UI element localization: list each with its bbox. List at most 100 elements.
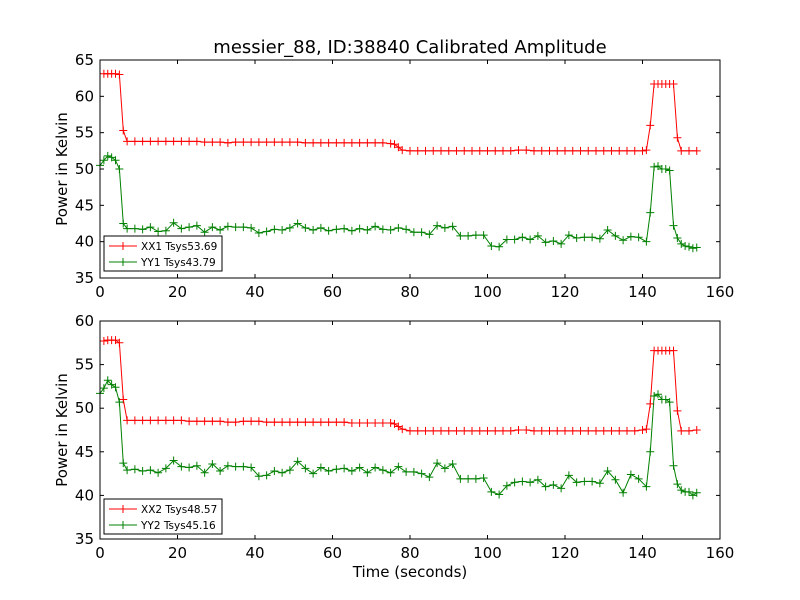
- data-point: [557, 484, 566, 493]
- data-point: [564, 471, 573, 480]
- data-point: [123, 466, 132, 475]
- x-tick-label: 60: [323, 283, 342, 301]
- x-tick-label: 140: [628, 544, 657, 562]
- data-point: [208, 417, 217, 426]
- data-point: [146, 137, 155, 146]
- data-point: [646, 208, 655, 217]
- data-point: [444, 426, 453, 435]
- data-point: [192, 417, 201, 426]
- x-tick-label: 40: [245, 544, 264, 562]
- y-tick-label: 60: [75, 312, 94, 330]
- legend-label: YY1 Tsys43.79: [140, 257, 216, 269]
- data-point: [332, 138, 341, 147]
- x-tick-label: 0: [95, 283, 105, 301]
- data-point: [394, 462, 403, 471]
- data-point: [169, 218, 178, 227]
- data-point: [254, 472, 263, 481]
- data-point: [626, 232, 635, 241]
- data-point: [285, 466, 294, 475]
- data-point: [138, 137, 147, 146]
- data-point: [146, 416, 155, 425]
- data-point: [192, 137, 201, 146]
- data-point: [99, 156, 108, 165]
- data-point: [316, 418, 325, 427]
- data-point: [502, 481, 511, 490]
- x-tick-label: 80: [400, 544, 419, 562]
- x-tick-label: 100: [473, 283, 502, 301]
- data-point: [475, 146, 484, 155]
- data-point: [499, 146, 507, 155]
- data-point: [402, 467, 411, 476]
- data-point: [592, 146, 600, 155]
- data-point: [262, 418, 271, 427]
- x-tick-label: 100: [473, 544, 502, 562]
- y-tick-label: 50: [75, 160, 94, 178]
- data-point: [177, 137, 186, 146]
- data-point: [499, 426, 507, 435]
- data-point: [247, 463, 256, 472]
- data-point: [615, 426, 624, 435]
- data-point: [177, 416, 186, 425]
- data-point: [677, 239, 686, 248]
- data-point: [123, 224, 132, 233]
- data-point: [545, 146, 554, 155]
- data-point: [541, 482, 550, 491]
- data-point: [111, 383, 120, 392]
- y-tick-label: 45: [75, 443, 94, 461]
- data-point: [669, 461, 678, 470]
- data-point: [677, 426, 686, 435]
- plot-panel-2: 0 20 40 60 80 100 120 140 160 35 40 45 50 55 60 Power i…: [53, 312, 734, 581]
- legend-label: XX1 Tsys53.69: [141, 241, 217, 253]
- data-point: [514, 146, 523, 155]
- data-point: [200, 417, 209, 426]
- data-point: [355, 138, 364, 147]
- data-point: [111, 156, 120, 165]
- y-tick-label: 40: [75, 486, 94, 504]
- data-point: [444, 146, 453, 155]
- data-point: [146, 466, 155, 475]
- data-point: [169, 416, 178, 425]
- data-point: [611, 475, 620, 484]
- data-point: [363, 419, 372, 428]
- data-point: [316, 223, 325, 232]
- data-point: [409, 228, 418, 237]
- y-tick-label: 50: [75, 399, 94, 417]
- plot-panel-1: 0 20 40 60 80 100 120 140 160 35 40 45 50 55 60 65 Power…: [53, 51, 734, 301]
- data-point: [138, 416, 147, 425]
- data-point: [177, 462, 186, 471]
- data-point: [347, 466, 356, 475]
- data-point: [518, 477, 527, 486]
- data-point: [309, 418, 318, 427]
- data-point: [572, 234, 581, 243]
- data-point: [355, 463, 364, 472]
- data-point: [262, 471, 271, 480]
- data-point: [580, 477, 589, 486]
- data-point: [316, 463, 325, 472]
- data-point: [530, 426, 538, 435]
- legend-box: [103, 235, 223, 272]
- data-point: [293, 457, 302, 466]
- data-point: [681, 242, 690, 251]
- y-tick-label: 45: [75, 196, 94, 214]
- data-point: [208, 460, 217, 469]
- data-point: [650, 162, 659, 171]
- data-point: [568, 426, 577, 435]
- data-point: [278, 418, 287, 427]
- data-point: [216, 226, 225, 235]
- data-point: [530, 146, 538, 155]
- data-point: [673, 406, 682, 415]
- x-tick-label: 120: [551, 283, 580, 301]
- data-point: [506, 426, 515, 435]
- data-point: [409, 467, 418, 476]
- data-point: [301, 138, 310, 147]
- data-point: [545, 426, 554, 435]
- data-point: [324, 226, 333, 235]
- data-point: [254, 228, 263, 237]
- data-point: [557, 239, 566, 248]
- y-tick-label: 65: [75, 51, 94, 69]
- data-point: [309, 138, 318, 147]
- data-point: [386, 139, 395, 148]
- data-point: [355, 419, 364, 428]
- data-point: [332, 418, 341, 427]
